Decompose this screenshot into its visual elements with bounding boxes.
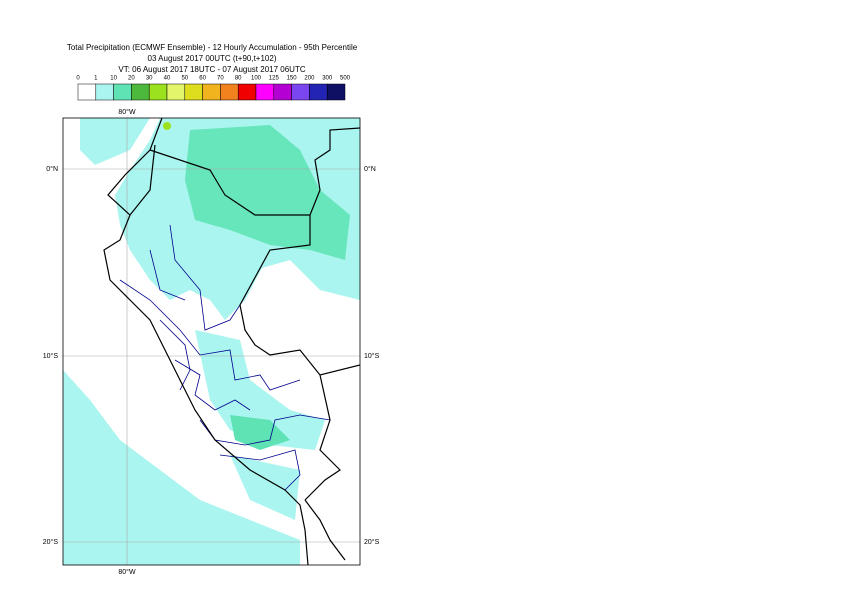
legend-swatch: [220, 83, 239, 101]
legend-swatch: [166, 83, 186, 101]
legend-label: 50: [181, 76, 188, 82]
lat-label: 10°S: [364, 352, 380, 360]
legend-label: 20: [128, 76, 135, 82]
legend: 0 1 10 20 30 40 50 60 70 80 100 125 150 200 300 500: [76, 76, 351, 101]
lat-label: 10°S: [43, 352, 59, 360]
valid-time: VT: 06 August 2017 18UTC - 07 August 201…: [118, 65, 305, 74]
precip-area: [80, 118, 150, 165]
lat-label: 20°S: [364, 538, 380, 546]
legend-label: 150: [287, 76, 298, 82]
precip-area-heavy: [185, 125, 350, 260]
title: Total Precipitation (ECMWF Ensemble) - 1…: [67, 43, 358, 52]
coastline: [103, 118, 309, 565]
legend-label: 0: [76, 76, 80, 82]
map-frame: [62, 117, 361, 566]
lat-label: 0°N: [364, 165, 376, 173]
precip-area: [63, 370, 300, 565]
legend-label: 500: [340, 76, 351, 82]
lon-label: 80°W: [118, 568, 136, 576]
region-border: [119, 279, 301, 391]
map-body: [63, 118, 360, 565]
lat-label: 0°N: [46, 165, 58, 173]
country-border: [304, 499, 346, 561]
lat-label: 20°S: [43, 538, 59, 546]
region-border: [219, 449, 301, 491]
lon-label: 80°W: [118, 108, 136, 116]
legend-label: 1: [94, 76, 98, 82]
legend-swatch: [184, 83, 203, 101]
legend-label: 125: [269, 76, 280, 82]
legend-swatch: [95, 83, 114, 101]
regions: [119, 224, 331, 491]
graticule: [63, 118, 360, 565]
legend-label: 40: [164, 76, 171, 82]
precip-area: [230, 455, 300, 520]
legend-swatch: [309, 83, 328, 101]
legend-swatch: [131, 83, 150, 101]
legend-label: 60: [199, 76, 206, 82]
legend-label: 300: [322, 76, 333, 82]
legend-label: 100: [251, 76, 262, 82]
map: 80°W 80°W 0°N 0°N 10°S 10°S 20°S 20°S: [43, 108, 380, 576]
legend-swatch: [202, 83, 221, 101]
legend-swatch: [148, 83, 168, 101]
borders: [103, 118, 360, 565]
legend-label: 30: [146, 76, 153, 82]
legend-label: 70: [217, 76, 224, 82]
legend-swatch: [237, 83, 257, 101]
legend-swatch: [113, 83, 132, 101]
country-border: [129, 127, 360, 216]
legend-swatch: [77, 83, 97, 101]
legend-swatch: [255, 83, 275, 101]
precip-area: [195, 330, 325, 450]
legend-label: 200: [304, 76, 315, 82]
precip-area-heavy: [230, 415, 290, 450]
country-border: [239, 215, 360, 501]
subtitle: 03 August 2017 00UTC (t+90,t+102): [148, 54, 277, 63]
region-border: [169, 224, 241, 331]
legend-label: 10: [110, 76, 117, 82]
region-border: [149, 249, 251, 411]
precip-spot: [163, 122, 171, 130]
region-border: [159, 319, 191, 391]
legend-label: 80: [235, 76, 242, 82]
legend-swatch: [326, 83, 346, 101]
legend-swatch: [291, 83, 310, 101]
legend-swatch: [273, 83, 292, 101]
